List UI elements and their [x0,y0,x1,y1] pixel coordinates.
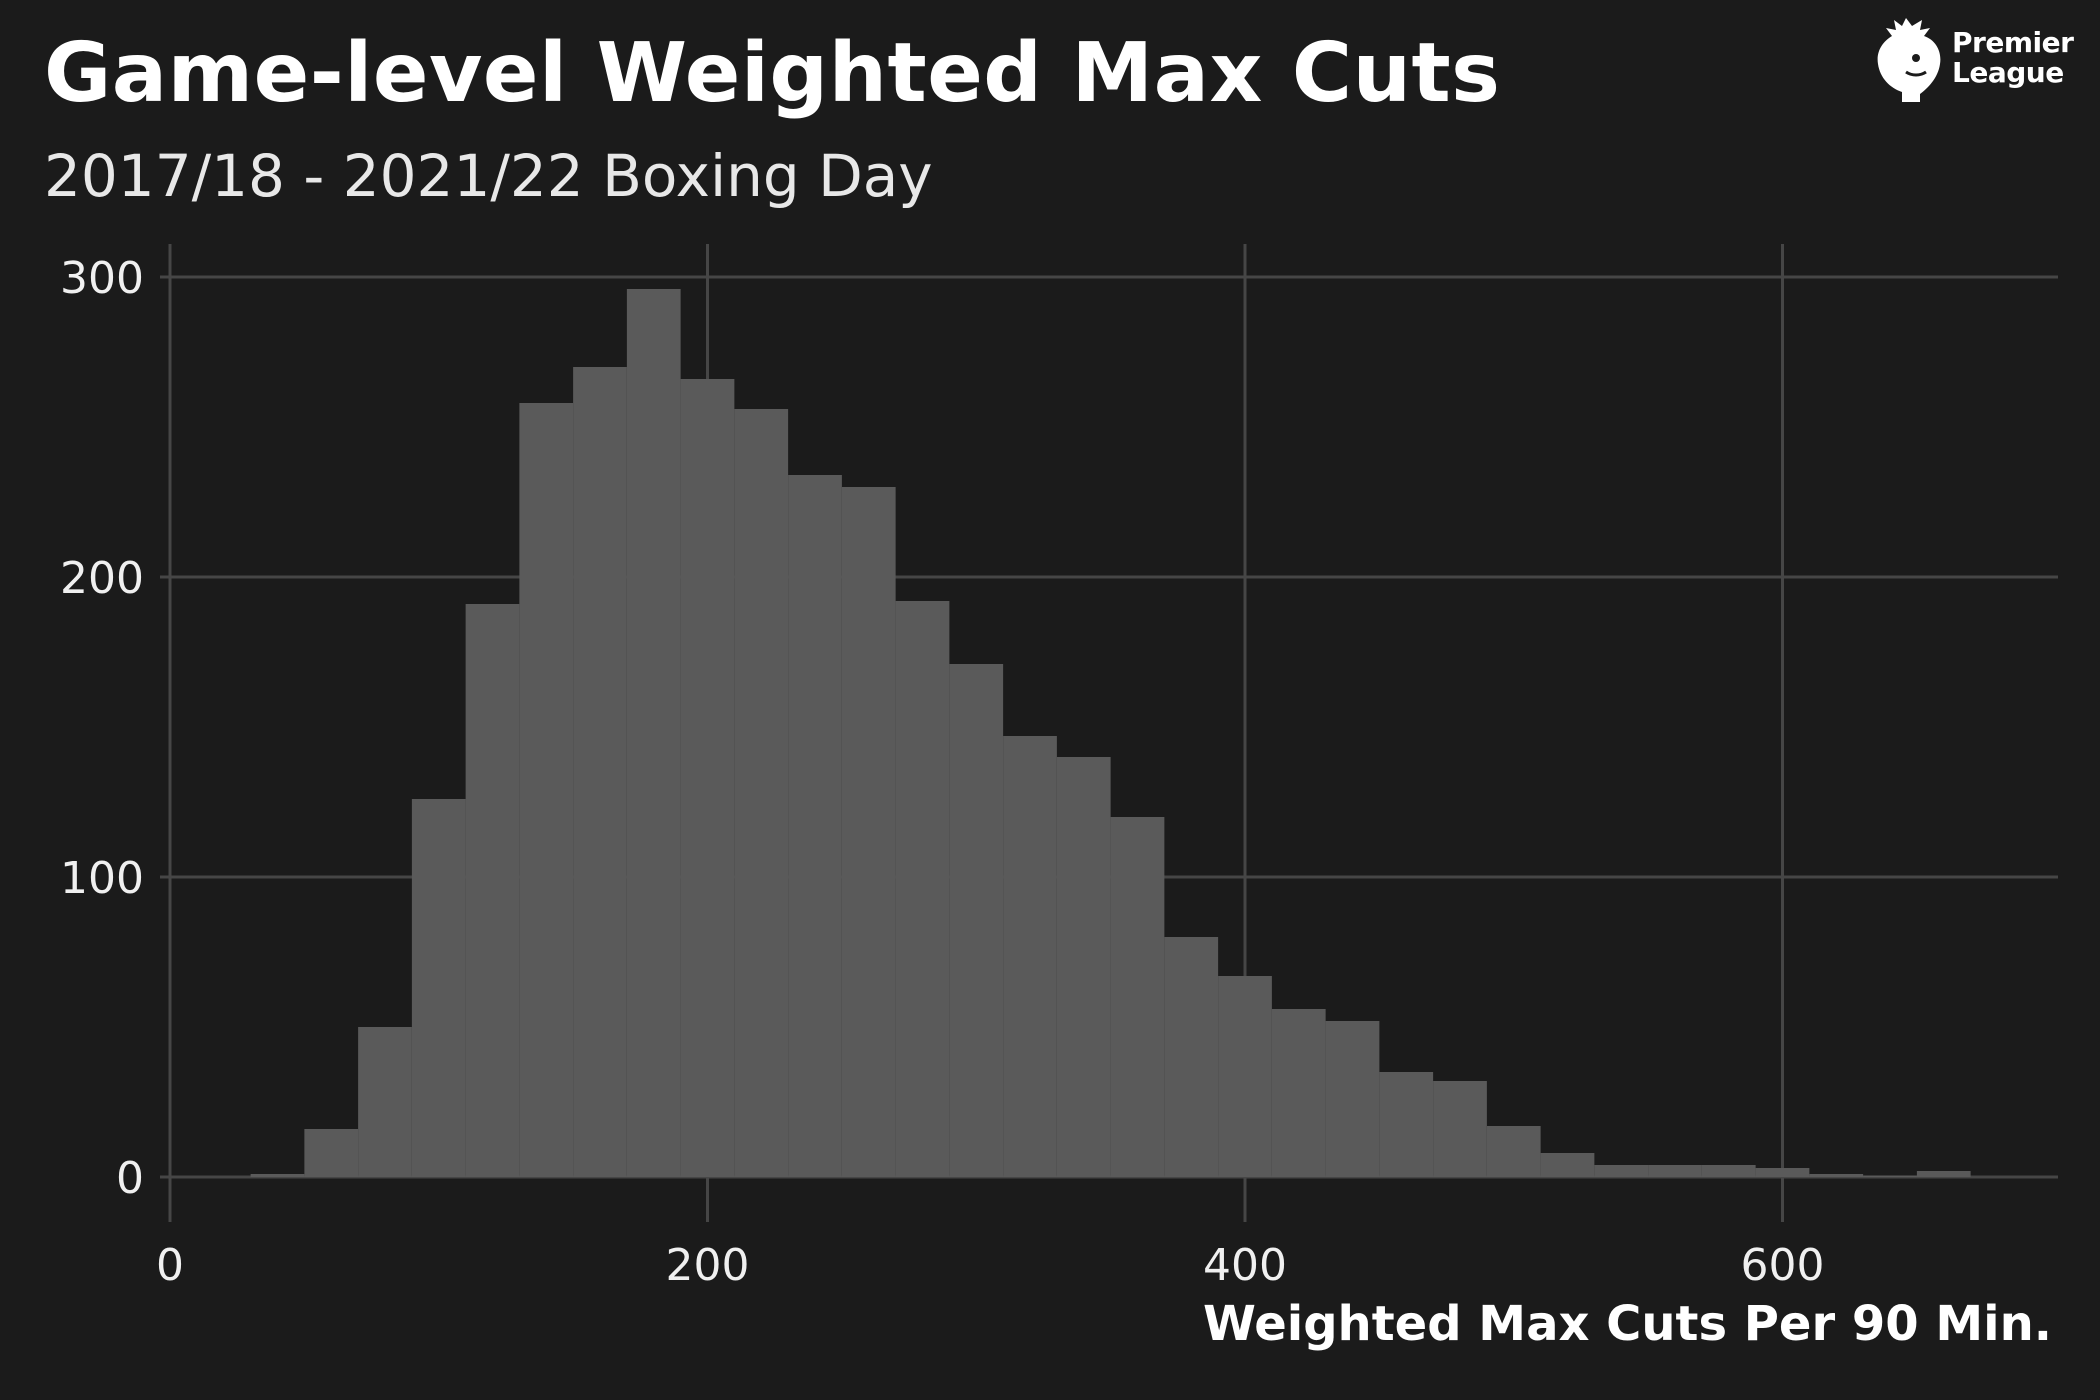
histogram-bar [1916,1171,1971,1177]
histogram-bar [358,1027,412,1177]
histogram-bar [1379,1072,1434,1177]
histogram-bar [734,409,789,1177]
x-axis-title: Weighted Max Cuts Per 90 Min. [1203,1296,2052,1352]
histogram-bar [519,403,574,1177]
histogram-bar [1809,1174,1864,1177]
x-tick-label: 600 [1741,1240,1825,1291]
histogram-bar [1486,1126,1541,1177]
tick-labels: 0 200 400 600 0 100 200 300 [60,253,1824,1291]
histogram-bar [1701,1165,1756,1177]
histogram-bar [304,1129,359,1177]
y-tick-label: 300 [60,253,144,304]
x-tick-label: 400 [1203,1240,1287,1291]
logo-wordmark: Premier League [1952,26,2074,89]
y-tick-label: 100 [60,853,144,904]
histogram-bar [465,604,520,1177]
histogram-bar [1164,937,1219,1177]
histogram-bar [1271,1009,1326,1177]
premier-league-logo: Premier League [1866,14,2086,104]
histogram-bar [1110,817,1165,1177]
histogram-bar [788,475,842,1177]
y-tick-label: 200 [60,553,144,604]
logo-line-2: League [1952,56,2064,89]
histogram-bar [1003,736,1057,1177]
histogram-bar [1648,1165,1702,1177]
y-tick-label: 0 [116,1153,144,1204]
histogram-bar [1218,976,1272,1177]
histogram-bars [250,289,1971,1177]
chart-title: Game-level Weighted Max Cuts [44,26,1501,121]
histogram-bar [250,1174,305,1177]
histogram-bar [1863,1175,1917,1177]
x-tick-label: 0 [156,1240,184,1291]
histogram-bar [1433,1081,1487,1177]
histogram-bar [626,289,681,1177]
histogram-bar [573,367,627,1177]
histogram-bar [680,379,735,1177]
histogram-bar [895,601,950,1177]
logo-line-1: Premier [1952,26,2074,59]
histogram-bar [1755,1168,1810,1177]
x-tick-label: 200 [666,1240,750,1291]
histogram-bar [1594,1165,1649,1177]
chart-subtitle: 2017/18 - 2021/22 Boxing Day [44,142,933,210]
histogram-bar [411,799,466,1177]
histogram-bar [949,664,1004,1177]
histogram-bar [841,487,896,1177]
lion-crest-icon [1877,18,1941,102]
histogram-bar [1056,757,1111,1177]
histogram-bar [1540,1153,1595,1177]
histogram-bar [1325,1021,1380,1177]
